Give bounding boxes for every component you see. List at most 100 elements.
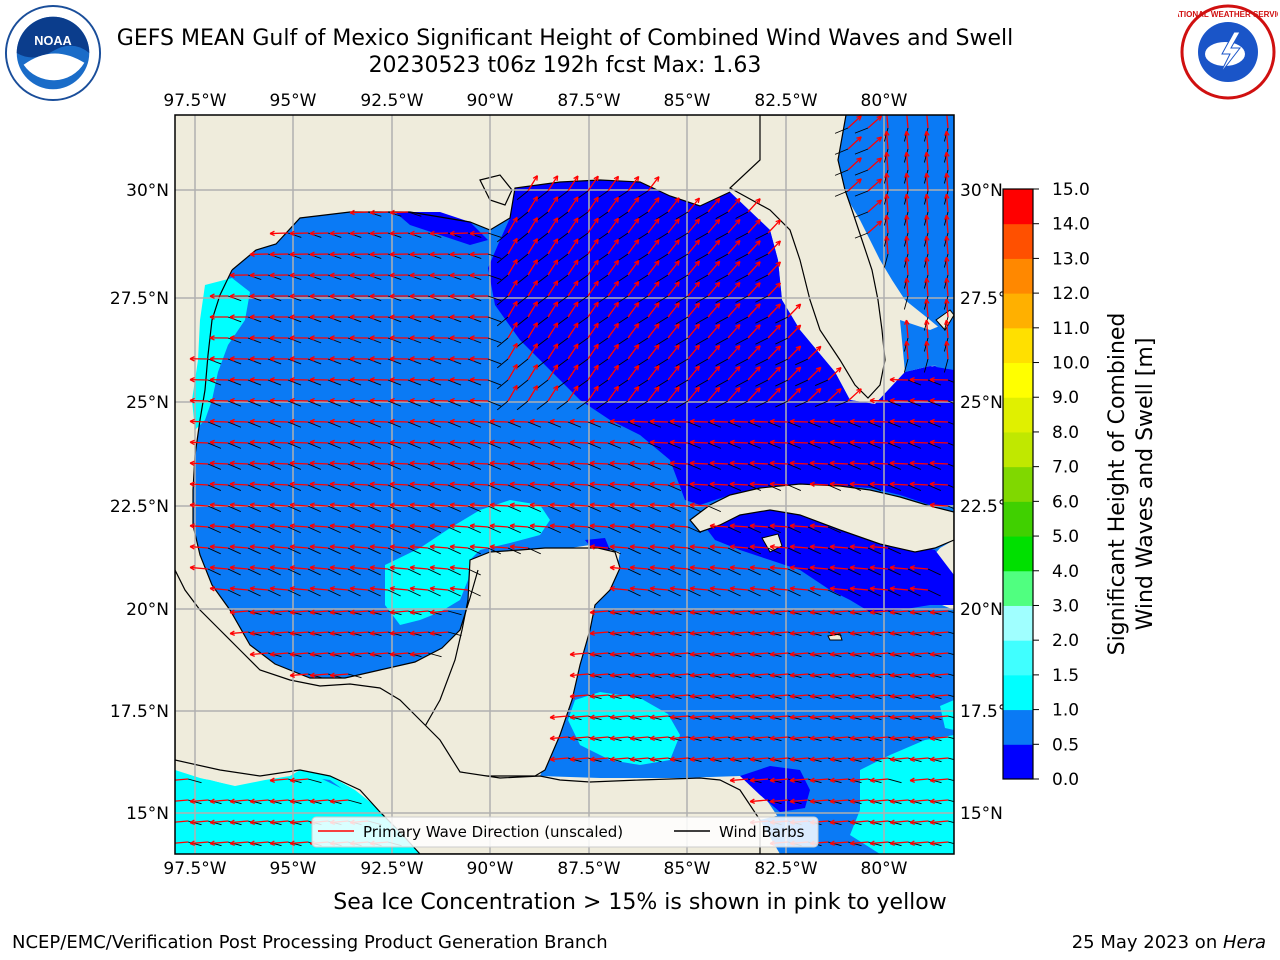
wave-arrow-head: [849, 420, 855, 425]
wind-barb: [607, 463, 622, 470]
wave-arrow-head: [809, 695, 815, 699]
wind-barb: [427, 463, 442, 470]
wave-arrow-head: [553, 364, 558, 368]
wave-direction-arrow: [547, 301, 559, 318]
wave-arrow-head: [769, 523, 775, 527]
colorbar-tick-label: 11.0: [1052, 319, 1090, 339]
wind-barb: [307, 400, 322, 407]
wave-arrow-head: [669, 693, 675, 698]
wave-arrow-head: [829, 546, 835, 550]
wind-barb: [827, 568, 841, 576]
wave-arrow-head: [869, 798, 875, 803]
wave-arrow-head: [449, 546, 455, 550]
wind-barb: [775, 358, 789, 366]
wind-barb: [947, 673, 954, 677]
wave-arrow-head: [925, 193, 930, 199]
wind-barb: [827, 547, 841, 555]
wave-direction-arrow: [690, 587, 709, 591]
wave-direction-arrow: [569, 462, 589, 465]
wave-arrow-head: [629, 735, 635, 740]
wave-arrow-head: [829, 758, 835, 762]
wave-arrow-head: [509, 481, 515, 485]
wave-arrow-head: [755, 366, 761, 370]
wave-arrow-head: [654, 239, 660, 243]
wave-arrow-head: [369, 335, 375, 339]
wave-arrow-head: [829, 585, 835, 589]
wave-arrow-head: [229, 611, 235, 615]
wave-arrow-head: [789, 672, 795, 677]
wave-arrow-head: [589, 758, 595, 762]
wave-arrow-head: [909, 418, 915, 422]
wind-barb: [667, 715, 682, 721]
wave-arrow-head: [349, 523, 355, 527]
wave-arrow-head: [809, 630, 815, 635]
wave-direction-arrow: [627, 386, 640, 402]
wind-barb: [587, 715, 602, 721]
wave-direction-arrow: [847, 115, 862, 129]
wave-arrow-head: [309, 356, 315, 360]
wave-arrow-head: [714, 260, 720, 264]
wave-arrow-head: [593, 238, 599, 243]
colorbar-bin: [1003, 570, 1033, 606]
wave-direction-arrow: [449, 462, 469, 465]
wave-arrow-head: [409, 358, 415, 362]
wind-barb: [695, 274, 709, 283]
wave-direction-arrow: [290, 587, 309, 591]
wave-arrow-head: [609, 460, 615, 464]
wind-barb: [387, 631, 402, 637]
wave-direction-arrow: [945, 131, 949, 150]
wave-arrow-head: [469, 337, 475, 341]
wave-arrow-head: [449, 253, 455, 258]
wave-arrow-head: [654, 260, 660, 264]
colorbar-tick-label: 2.0: [1052, 631, 1079, 651]
wind-barb: [767, 463, 782, 470]
wave-arrow-head: [170, 778, 174, 781]
wind-barb: [834, 190, 849, 197]
wave-arrow-head: [889, 379, 895, 383]
wind-barb: [496, 379, 509, 390]
wind-barb: [447, 631, 462, 637]
wave-arrow-head: [576, 217, 579, 224]
wave-direction-arrow: [747, 324, 761, 339]
wave-arrow-head: [778, 240, 781, 246]
lon-tick-top: 92.5°W: [360, 91, 423, 111]
wave-arrow-head: [669, 630, 675, 635]
wave-direction-arrow: [369, 483, 389, 486]
wave-arrow-head: [717, 303, 721, 309]
wind-barb: [854, 190, 869, 197]
wave-arrow-head: [909, 777, 915, 782]
colorbar-tick-label: 3.0: [1052, 596, 1079, 616]
wave-direction-arrow: [885, 173, 889, 192]
wave-direction-arrow: [767, 303, 781, 318]
wave-arrow-head: [654, 323, 660, 327]
wave-arrow-head: [629, 630, 635, 635]
wave-direction-arrow: [909, 441, 929, 444]
wave-arrow-head: [829, 714, 835, 719]
wave-direction-arrow: [850, 631, 869, 635]
wave-direction-arrow: [687, 218, 700, 234]
wave-direction-arrow: [667, 344, 680, 360]
wave-arrow-head: [876, 136, 882, 140]
wind-barb: [407, 211, 422, 217]
wave-direction-arrow: [809, 483, 829, 486]
wave-arrow-head: [189, 399, 195, 404]
wave-direction-arrow: [469, 483, 489, 486]
wave-arrow-head: [269, 376, 275, 381]
wave-direction-arrow: [449, 441, 469, 444]
wave-arrow-head: [593, 385, 599, 390]
wave-direction-arrow: [869, 420, 889, 423]
wind-barb: [627, 631, 642, 637]
wave-arrow-head: [809, 418, 815, 422]
wave-arrow-head: [694, 386, 700, 390]
wave-arrow-head: [829, 653, 835, 657]
lat-tick-right: 30°N: [960, 181, 1003, 201]
wave-arrow-head: [509, 460, 515, 464]
wave-arrow-head: [449, 585, 455, 589]
wave-arrow-head: [669, 565, 675, 569]
wind-barb: [407, 337, 422, 344]
wave-arrow-head: [869, 672, 875, 677]
wind-barb: [647, 442, 662, 449]
wave-direction-arrow: [707, 323, 721, 339]
wave-arrow-head: [229, 800, 235, 804]
wave-arrow-head: [869, 695, 875, 699]
